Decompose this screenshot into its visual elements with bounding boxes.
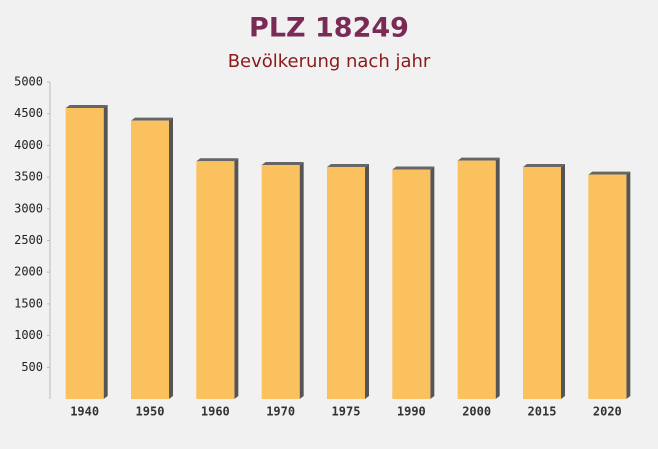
y-tick-label: 1000 [14, 328, 43, 342]
y-tick-label: 1500 [14, 296, 43, 310]
bar-top [588, 171, 631, 175]
bar-top [457, 157, 500, 161]
bar-side [169, 117, 173, 399]
x-tick-label: 1970 [266, 405, 295, 419]
x-tick-label: 1940 [70, 405, 99, 419]
x-tick-label: 2000 [462, 405, 491, 419]
bar [523, 166, 561, 399]
bar [131, 120, 169, 399]
bar [196, 161, 235, 399]
bar-top [65, 104, 108, 108]
bar [457, 160, 496, 399]
bar-top [131, 117, 173, 121]
x-tick-label: 1950 [136, 405, 165, 419]
chart-subtitle: Bevölkerung nach jahr [228, 51, 431, 72]
y-tick-label: 3000 [14, 201, 43, 215]
y-tick-label: 4500 [14, 106, 43, 120]
bar [261, 165, 300, 399]
bar-side [561, 163, 565, 399]
bar-side [234, 158, 239, 399]
x-tick-label: 1960 [201, 405, 230, 419]
x-tick-label: 2015 [528, 405, 557, 419]
bar [327, 166, 365, 399]
bar-side [299, 162, 304, 399]
y-tick-label: 2500 [14, 233, 43, 247]
bar-top [523, 163, 565, 167]
x-tick-label: 1975 [332, 405, 361, 419]
bar-top [196, 158, 239, 162]
x-tick-label: 2020 [593, 405, 622, 419]
bar-top [327, 163, 369, 167]
bar-top [261, 162, 304, 166]
y-tick-label: 5000 [14, 75, 43, 89]
bar-side [365, 163, 369, 399]
bar [392, 169, 431, 399]
bar [65, 107, 104, 399]
bar-side [103, 104, 108, 399]
x-tick-label: 1990 [397, 405, 426, 419]
bar-top [392, 166, 435, 170]
bar-side [626, 171, 631, 399]
y-tick-label: 3500 [14, 170, 43, 184]
y-tick-label: 500 [21, 360, 43, 374]
bar-side [430, 166, 435, 399]
chart-title: PLZ 18249 [249, 13, 409, 44]
y-tick-label: 2000 [14, 265, 43, 279]
bar-side [495, 157, 500, 399]
bar [588, 174, 627, 399]
y-tick-label: 4000 [14, 138, 43, 152]
